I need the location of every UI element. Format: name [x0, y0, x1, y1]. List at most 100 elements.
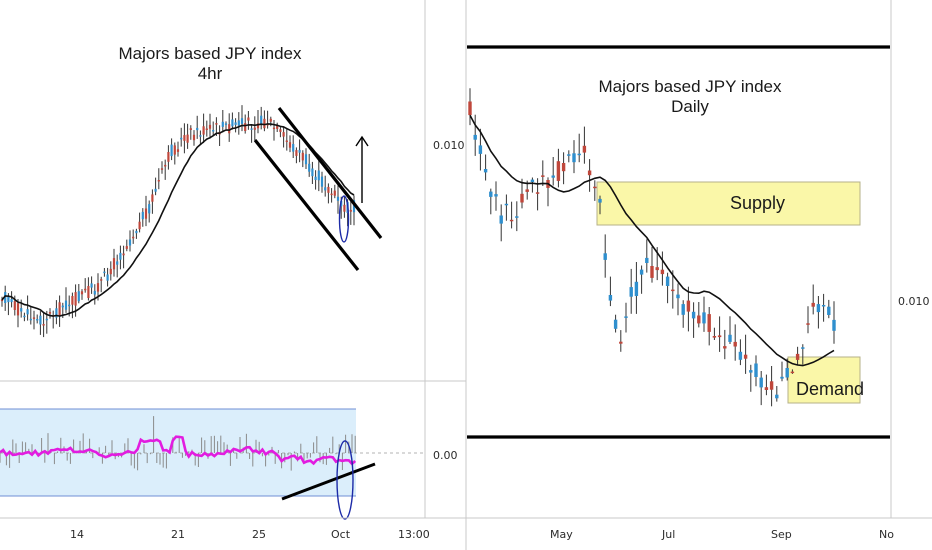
candle-down	[697, 315, 701, 324]
candle-up	[90, 283, 93, 288]
candle-down	[192, 134, 196, 141]
candle-up	[231, 119, 234, 127]
candle-up	[7, 296, 10, 303]
right-price-label: 0.010	[898, 295, 930, 308]
candle-down	[717, 335, 722, 338]
candle-up	[827, 306, 831, 315]
candle-up	[785, 368, 789, 378]
candle-down	[671, 289, 675, 292]
candle-down	[164, 164, 167, 167]
candle-up	[55, 308, 58, 318]
candle-up	[608, 295, 613, 301]
candle-down	[276, 125, 279, 129]
candle-up	[10, 299, 13, 303]
candle-down	[13, 301, 16, 310]
candle-down	[125, 246, 128, 249]
candle-down	[167, 152, 170, 162]
candle-up	[728, 334, 732, 342]
candle-up	[681, 304, 685, 315]
candle-down	[74, 292, 77, 306]
left-x-tick: 25	[252, 528, 266, 541]
left-x-tick: 13:00	[398, 528, 430, 541]
candle-up	[577, 153, 581, 156]
candle-up	[603, 253, 607, 260]
candle-down	[468, 101, 472, 116]
candle-up	[237, 120, 240, 126]
candle-down	[525, 189, 529, 192]
candle-down	[541, 175, 545, 177]
candle-down	[228, 124, 231, 134]
candle-down	[96, 283, 100, 292]
candle-up	[780, 376, 784, 379]
candle-up	[499, 215, 503, 224]
candle-up	[135, 230, 138, 234]
candle-down	[269, 118, 272, 122]
candle-up	[212, 130, 215, 132]
oscillator-line	[0, 435, 357, 466]
candle-up	[128, 239, 132, 246]
candle-up	[36, 319, 39, 321]
candle-up	[629, 287, 633, 297]
candle-down	[288, 142, 292, 148]
candle-up	[119, 252, 122, 260]
candle-down	[619, 341, 623, 344]
candle-down	[189, 128, 192, 130]
candle-down	[556, 161, 561, 181]
candle-up	[234, 122, 237, 125]
candle-down	[186, 134, 189, 143]
candle-up	[116, 261, 119, 265]
candle-up	[352, 200, 356, 213]
candle-down	[112, 258, 116, 270]
oscillator-trendline	[281, 462, 376, 501]
candle-up	[572, 153, 576, 163]
candle-up	[4, 292, 7, 303]
candle-down	[173, 145, 176, 155]
candle-up	[504, 203, 509, 206]
candle-down	[263, 118, 266, 129]
candle-down	[208, 124, 212, 129]
right-candle-series	[468, 88, 836, 407]
candle-down	[0, 299, 4, 302]
candle-down	[650, 266, 654, 278]
candle-down	[272, 127, 276, 130]
candle-down	[160, 168, 164, 170]
candle-down	[587, 170, 592, 176]
candle-up	[702, 312, 706, 324]
candle-up	[260, 115, 263, 124]
candle-up	[551, 175, 555, 178]
candle-down	[144, 208, 148, 219]
candle-down	[327, 186, 330, 193]
left-title-line2: 4hr	[197, 64, 223, 83]
candle-down	[655, 267, 659, 271]
candle-up	[29, 318, 32, 321]
candle-down	[244, 123, 247, 131]
candle-down	[790, 371, 795, 374]
candle-down	[795, 353, 800, 360]
candle-down	[256, 123, 260, 129]
candle-up	[103, 271, 106, 274]
candle-down	[712, 336, 717, 338]
candle-up	[598, 198, 602, 203]
candle-up	[180, 137, 183, 140]
oscillator-ellipse	[336, 440, 354, 520]
candle-down	[42, 324, 45, 326]
candle-up	[676, 294, 680, 299]
candle-up	[738, 351, 743, 360]
candle-up	[613, 319, 618, 329]
candle-up	[494, 194, 498, 197]
candle-up	[665, 276, 670, 286]
candle-up	[317, 170, 320, 181]
candle-up	[61, 305, 64, 308]
candle-down	[764, 387, 769, 390]
candle-up	[775, 394, 779, 399]
candle-up	[148, 204, 151, 214]
candle-down	[343, 204, 346, 212]
candle-down	[205, 128, 208, 130]
candle-up	[749, 370, 753, 373]
candle-down	[109, 268, 112, 275]
candle-down	[48, 312, 52, 314]
candle-down	[32, 317, 36, 319]
left-price-label: 0.010	[433, 139, 465, 152]
candle-up	[106, 274, 109, 281]
candle-up	[821, 305, 826, 307]
